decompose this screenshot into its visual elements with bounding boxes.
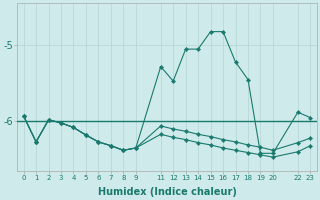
X-axis label: Humidex (Indice chaleur): Humidex (Indice chaleur) [98,187,236,197]
